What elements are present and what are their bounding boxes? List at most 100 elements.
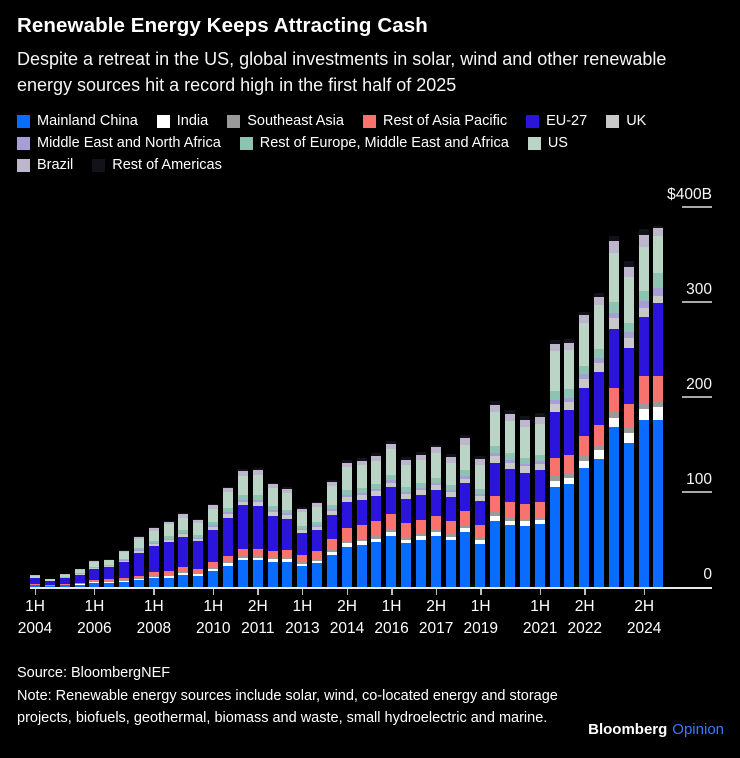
segment-india [163, 575, 174, 578]
segment-middle-east-and-north-africa [415, 488, 426, 491]
segment-mainland-china [623, 442, 634, 587]
segment-rest-of-asia-pacific [638, 376, 649, 403]
segment-brazil [193, 519, 204, 524]
segment-rest-of-europe-middle-east-and-africa [371, 484, 382, 490]
segment-mainland-china [594, 458, 605, 587]
segment-rest-of-asia-pacific [326, 538, 337, 550]
segment-brazil [163, 521, 174, 525]
bar-2h-2010 [222, 487, 233, 587]
segment-rest-of-asia-pacific [89, 580, 100, 583]
segment-uk [356, 494, 367, 500]
segment-india [386, 531, 397, 536]
segment-eu-27 [638, 317, 649, 377]
segment-rest-of-europe-middle-east-and-africa [89, 567, 100, 569]
segment-rest-of-asia-pacific [594, 424, 605, 446]
segment-mainland-china [222, 566, 233, 587]
segment-india [74, 584, 85, 586]
segment-us [133, 538, 144, 549]
segment-rest-of-asia-pacific [208, 562, 219, 568]
segment-us [371, 460, 382, 485]
segment-india [401, 539, 412, 544]
segment-uk [623, 338, 634, 348]
segment-uk [475, 495, 486, 501]
x-label-2h-2011: 2H 2011 [241, 598, 275, 637]
segment-rest-of-americas [356, 457, 367, 461]
segment-rest-of-americas [653, 226, 664, 228]
segment-brazil [89, 561, 100, 563]
segment-india [252, 557, 263, 561]
segment-india [430, 531, 441, 536]
segment-rest-of-asia-pacific [415, 519, 426, 533]
segment-mainland-china [401, 543, 412, 587]
segment-rest-of-asia-pacific [312, 550, 323, 560]
segment-middle-east-and-north-africa [638, 301, 649, 308]
segment-brazil [252, 470, 263, 475]
source-text: Source: BloombergNEF [17, 665, 171, 681]
bar-1h-2014 [326, 479, 337, 587]
segment-southeast-asia [490, 511, 501, 516]
segment-rest-of-asia-pacific [519, 504, 530, 519]
segment-uk [608, 318, 619, 329]
segment-brazil [490, 404, 501, 413]
bar-1h-2024 [623, 261, 634, 587]
legend-label-brazil: Brazil [37, 157, 74, 173]
bar-2h-2006 [104, 558, 115, 587]
segment-rest-of-asia-pacific [104, 579, 115, 582]
segment-brazil [59, 573, 70, 575]
legend-swatch-rest-of-europe-middle-east-and-africa [239, 136, 253, 150]
bar-2h-2007 [133, 535, 144, 587]
segment-india [505, 520, 515, 526]
segment-us [638, 246, 649, 291]
segment-eu-27 [534, 470, 545, 503]
legend-swatch-rest-of-americas [92, 158, 106, 172]
x-label-2h-2022: 2H 2022 [567, 598, 602, 637]
y-tick-dash-100 [682, 491, 712, 493]
x-label-1h-2021: 1H 2021 [522, 598, 558, 637]
segment-uk [549, 403, 560, 413]
segment-india [490, 515, 501, 521]
segment-rest-of-americas [415, 452, 426, 455]
segment-us [222, 492, 233, 509]
segment-india [222, 563, 233, 567]
segment-rest-of-europe-middle-east-and-africa [208, 522, 219, 526]
segment-uk [282, 514, 293, 519]
segment-rest-of-americas [623, 261, 634, 267]
legend-label-india: India [176, 113, 209, 129]
segment-rest-of-europe-middle-east-and-africa [430, 477, 441, 483]
bar-1h-2020 [505, 410, 515, 587]
segment-india [193, 573, 204, 576]
segment-brazil [148, 528, 159, 532]
segment-us [430, 453, 441, 478]
segment-india [208, 568, 219, 571]
segment-middle-east-and-north-africa [475, 493, 486, 496]
segment-uk [415, 490, 426, 495]
segment-india [356, 541, 367, 546]
segment-mainland-china [579, 468, 590, 587]
bar-1h-2011 [237, 469, 248, 587]
bar-2h-2024 [638, 228, 649, 587]
segment-brazil [401, 459, 412, 465]
segment-southeast-asia [608, 412, 619, 418]
bar-2h-2016 [401, 456, 412, 587]
segment-rest-of-americas [252, 468, 263, 471]
segment-middle-east-and-north-africa [653, 287, 664, 297]
segment-rest-of-europe-middle-east-and-africa [193, 534, 204, 538]
segment-eu-27 [475, 500, 486, 526]
segment-us [297, 512, 308, 527]
segment-eu-27 [460, 483, 471, 512]
segment-rest-of-europe-middle-east-and-africa [401, 487, 412, 493]
bar-2h-2013 [312, 501, 323, 587]
y-label-200: 200 [686, 376, 712, 393]
segment-india [564, 477, 575, 485]
segment-mainland-china [267, 562, 278, 587]
segment-rest-of-americas [89, 560, 100, 562]
segment-brazil [653, 227, 664, 236]
segment-southeast-asia [267, 557, 278, 560]
segment-rest-of-americas [133, 535, 144, 537]
segment-uk [74, 573, 85, 575]
segment-rest-of-europe-middle-east-and-africa [638, 290, 649, 302]
segment-mainland-china [326, 554, 337, 587]
segment-eu-27 [386, 487, 397, 514]
segment-uk [505, 462, 515, 470]
segment-rest-of-europe-middle-east-and-africa [312, 522, 323, 526]
